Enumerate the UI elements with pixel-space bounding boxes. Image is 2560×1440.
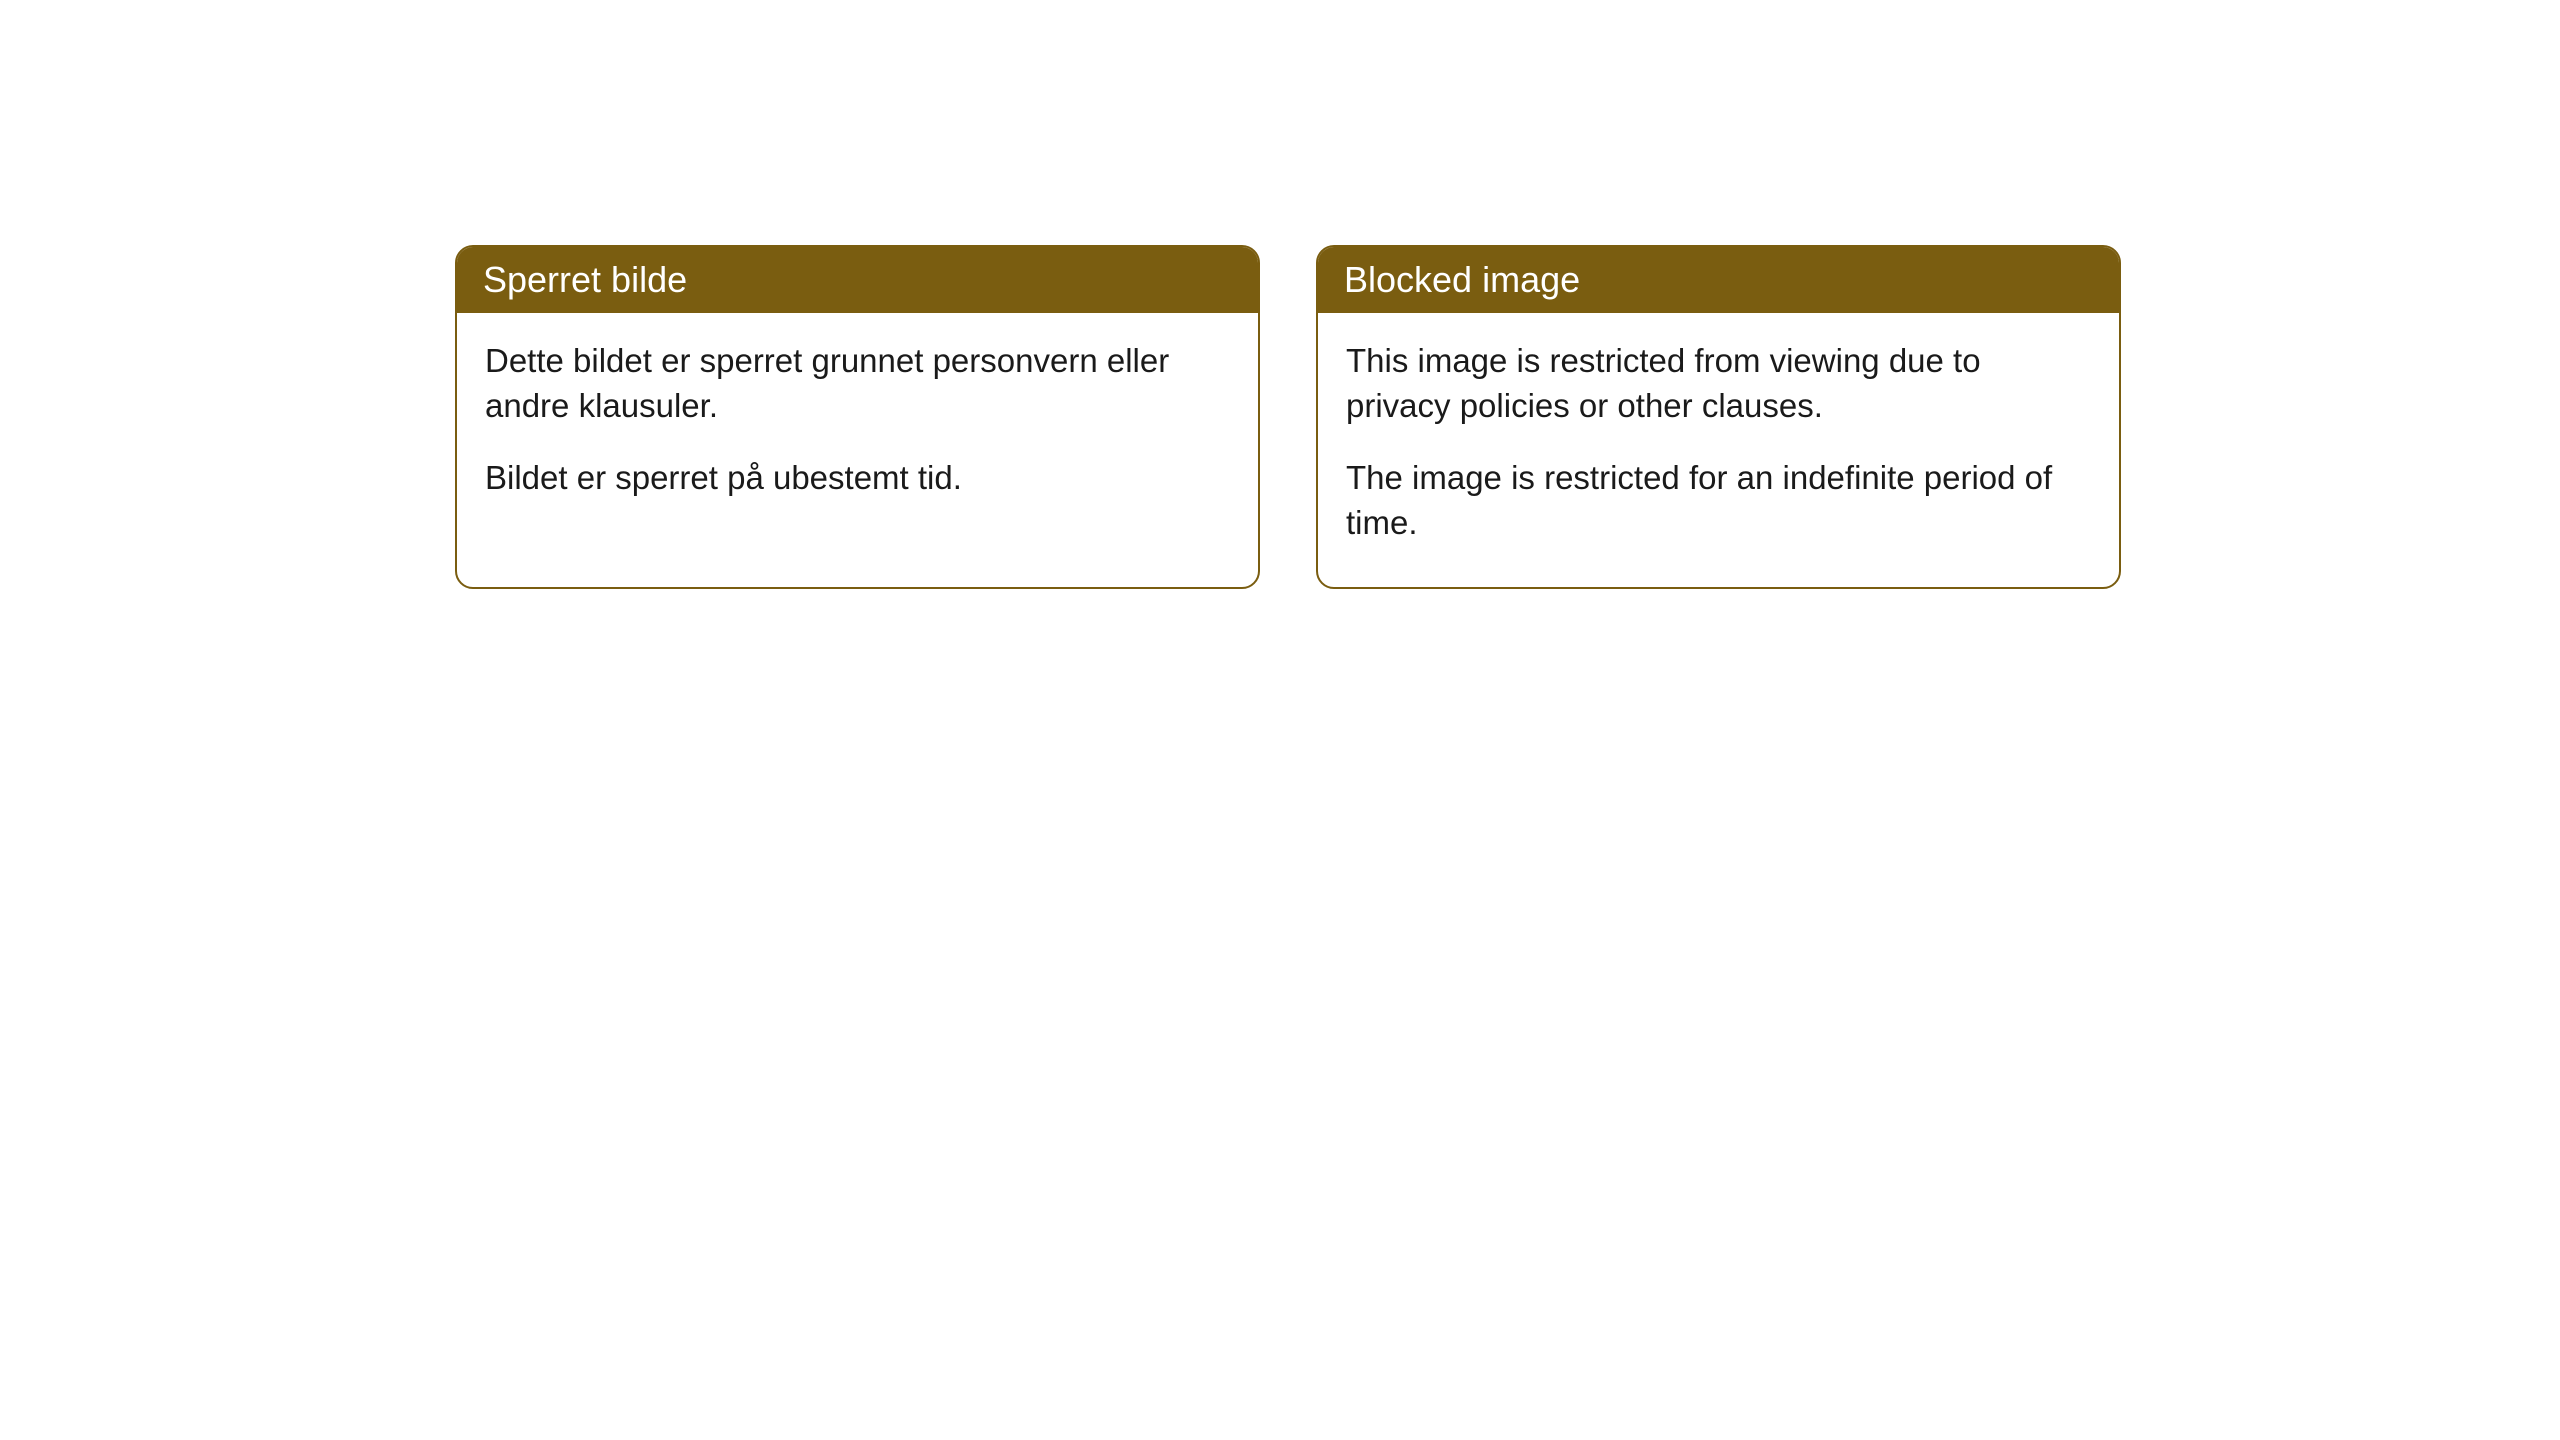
card-body: This image is restricted from viewing du… (1318, 313, 2119, 587)
blocked-image-card-norwegian: Sperret bilde Dette bildet er sperret gr… (455, 245, 1260, 589)
card-paragraph-2: The image is restricted for an indefinit… (1346, 456, 2091, 545)
card-header: Sperret bilde (457, 247, 1258, 313)
card-paragraph-1: Dette bildet er sperret grunnet personve… (485, 339, 1230, 428)
blocked-image-card-english: Blocked image This image is restricted f… (1316, 245, 2121, 589)
cards-container: Sperret bilde Dette bildet er sperret gr… (0, 0, 2560, 589)
card-paragraph-2: Bildet er sperret på ubestemt tid. (485, 456, 1230, 501)
card-body: Dette bildet er sperret grunnet personve… (457, 313, 1258, 543)
card-header: Blocked image (1318, 247, 2119, 313)
card-title: Sperret bilde (483, 259, 687, 300)
card-paragraph-1: This image is restricted from viewing du… (1346, 339, 2091, 428)
card-title: Blocked image (1344, 259, 1580, 300)
